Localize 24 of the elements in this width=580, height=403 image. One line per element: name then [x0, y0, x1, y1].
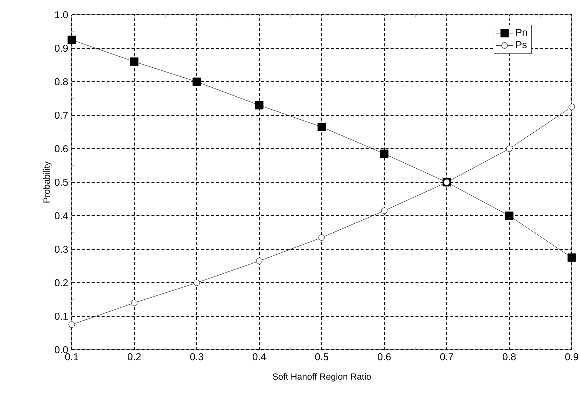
y-tick-label: 0.1 — [55, 312, 68, 320]
y-tick-label: 0.2 — [55, 279, 68, 287]
x-tick-label: 0.5 — [315, 354, 329, 361]
y-tick-label: 1.0 — [55, 11, 68, 19]
y-tick-label: 0.6 — [55, 145, 68, 153]
x-tick-label: 0.8 — [502, 354, 516, 361]
y-tick-label: 0.5 — [55, 178, 68, 186]
x-tick-label: 0.3 — [190, 354, 204, 361]
x-tick-label: 0.7 — [440, 354, 454, 361]
x-tick-label: 0.6 — [378, 354, 391, 361]
x-tick-label: 0.9 — [565, 354, 578, 361]
y-tick-label: 0.3 — [55, 246, 68, 254]
x-tick-label: 0.4 — [252, 354, 266, 361]
x-tick-label: 0.2 — [128, 354, 141, 361]
y-tick-label: 0.9 — [55, 44, 68, 52]
y-tick-label: 0.7 — [55, 112, 68, 120]
x-tick-label: 0.1 — [65, 354, 78, 361]
y-axis-title: Probability — [43, 162, 52, 203]
y-tick-label: 0.0 — [55, 346, 68, 354]
y-tick-label: 0.4 — [55, 212, 68, 220]
legend-label: Pn — [516, 29, 528, 36]
legend-label: Ps — [516, 42, 527, 49]
x-axis-title: Soft Hanoff Region Ratio — [272, 373, 372, 382]
y-tick-label: 0.8 — [55, 78, 68, 86]
